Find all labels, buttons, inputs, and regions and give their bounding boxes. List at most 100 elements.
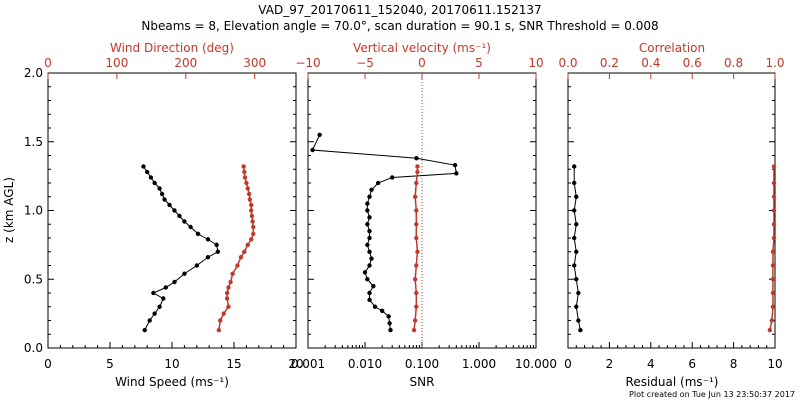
panel-residual-x-tick-labels: 0 2 4 6 8 10 xyxy=(564,357,782,371)
data-point xyxy=(182,219,187,224)
data-point xyxy=(769,318,775,323)
data-point xyxy=(194,263,199,268)
data-point xyxy=(230,271,235,276)
top-tick-label: 5 xyxy=(475,56,483,70)
data-point xyxy=(414,180,419,186)
data-point xyxy=(159,191,165,197)
data-point xyxy=(317,132,322,138)
top-tick-label: −5 xyxy=(356,56,374,70)
top-tick-label: 0 xyxy=(44,56,52,70)
top-tick-label: 300 xyxy=(243,56,266,70)
data-point xyxy=(151,290,156,296)
data-point xyxy=(770,277,776,282)
panel-snr-frame xyxy=(307,72,537,349)
data-point xyxy=(574,304,579,309)
data-point xyxy=(157,186,162,191)
data-point xyxy=(214,242,219,248)
data-point xyxy=(367,249,372,254)
data-point xyxy=(770,263,776,268)
top-tick-label: 0.6 xyxy=(683,56,702,70)
snr-axis-label: SNR xyxy=(410,375,435,389)
data-point xyxy=(369,256,374,261)
data-point xyxy=(770,304,776,309)
panel-wind-frame xyxy=(47,72,297,349)
y-axis-label: z (km AGL) xyxy=(2,177,16,243)
panel-snr: 0.001 0.010 0.100 1.000 10.000 −10 −5 0 5 10 SNR… xyxy=(291,41,557,389)
data-point xyxy=(216,327,222,333)
data-point xyxy=(205,255,211,260)
data-point xyxy=(245,186,250,191)
data-point xyxy=(244,180,249,186)
top-tick-label: 100 xyxy=(105,56,128,70)
data-point xyxy=(386,314,391,319)
data-point xyxy=(163,285,168,290)
data-point xyxy=(162,197,167,202)
data-point xyxy=(771,194,777,199)
data-point xyxy=(367,263,372,268)
data-point xyxy=(242,169,247,175)
data-point xyxy=(572,263,577,268)
title-line-2: Nbeams = 8, Elevation angle = 70.0°, sca… xyxy=(141,19,658,33)
data-point xyxy=(454,171,459,176)
x-tick-label: 0 xyxy=(44,357,52,371)
panel-snr-top-tick-labels: −10 −5 0 5 10 xyxy=(295,56,543,70)
data-point xyxy=(177,213,182,219)
data-point xyxy=(245,242,250,248)
data-point xyxy=(572,180,577,186)
panel-residual-frame xyxy=(567,72,776,349)
data-point xyxy=(172,279,177,285)
x-tick-label: 0.001 xyxy=(291,357,325,371)
top-tick-label: 0.8 xyxy=(724,56,743,70)
data-point xyxy=(578,327,583,333)
data-point xyxy=(365,277,370,282)
data-point xyxy=(167,202,172,208)
top-tick-label: 0.2 xyxy=(600,56,619,70)
data-point xyxy=(415,164,420,169)
data-point xyxy=(367,194,372,199)
data-point xyxy=(414,222,419,227)
data-point xyxy=(414,156,419,161)
data-point xyxy=(224,296,230,301)
footer-timestamp: Plot created on Tue Jun 13 23:50:37 2017 xyxy=(629,390,795,399)
data-point xyxy=(576,318,581,323)
data-point xyxy=(574,277,579,282)
data-point xyxy=(414,208,419,213)
data-point xyxy=(574,222,579,227)
top-tick-label: 200 xyxy=(174,56,197,70)
panel-wind-top-tick-labels: 0 100 200 300 xyxy=(44,56,266,70)
data-point xyxy=(242,249,247,254)
data-point xyxy=(369,187,374,193)
panel-wind-series xyxy=(141,164,256,333)
data-point xyxy=(414,290,419,296)
data-point xyxy=(379,308,385,314)
data-point xyxy=(148,175,154,180)
panel-residual-ticks xyxy=(567,72,776,349)
y-tick-label: 0.0 xyxy=(24,341,43,355)
correlation-axis-label: Correlation xyxy=(639,41,705,55)
data-point xyxy=(365,208,370,213)
data-point xyxy=(371,283,376,289)
series-line-wind-direction xyxy=(218,166,255,331)
data-point xyxy=(367,290,372,296)
data-point xyxy=(574,194,579,199)
data-point xyxy=(414,304,419,309)
y-tick-label: 0.5 xyxy=(24,272,43,286)
wind-speed-axis-label: Wind Speed (ms⁻¹) xyxy=(115,375,229,389)
panel-wind-y-tick-labels: 0.0 0.5 1.0 1.5 2.0 xyxy=(24,66,43,355)
panel-residual-series xyxy=(572,164,777,333)
data-point xyxy=(242,175,248,180)
series-line-wind-speed xyxy=(143,166,219,331)
panel-wind-ticks xyxy=(47,72,297,349)
x-tick-label: 0 xyxy=(564,357,572,371)
data-point xyxy=(221,311,226,316)
data-point xyxy=(572,164,577,169)
x-tick-label: 6 xyxy=(688,357,696,371)
data-point xyxy=(367,297,372,303)
data-point xyxy=(152,311,157,316)
data-point xyxy=(310,147,315,153)
data-point xyxy=(412,277,418,282)
data-point xyxy=(770,290,776,296)
data-point xyxy=(375,180,381,186)
top-tick-label: 0.4 xyxy=(641,56,660,70)
x-tick-label: 5 xyxy=(106,357,114,371)
